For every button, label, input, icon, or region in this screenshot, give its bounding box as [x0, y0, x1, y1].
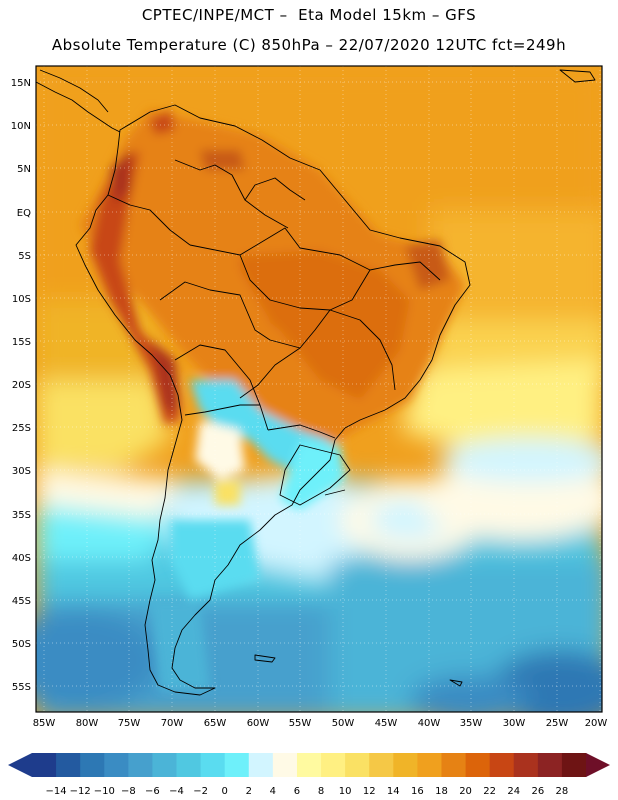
colorbar-tick-label: −6	[145, 786, 160, 797]
lat-label: 50S	[12, 639, 31, 650]
lon-label: 40W	[418, 718, 441, 729]
colorbar-labels: −14 −12 −10 −8 −6 −4 −2 0 2 4 6 8 10 12 14 16 18 20 22 24 26…	[46, 786, 569, 797]
lat-label: 10N	[11, 121, 31, 132]
longitude-axis: 85W 80W 75W 70W 65W 60W 55W 50W 45W 40W …	[33, 718, 608, 729]
colorbar-tick-label: 14	[387, 786, 400, 797]
colorbar-box	[272, 753, 298, 777]
colorbar-box	[152, 753, 177, 777]
colorbar-arrow-left	[8, 753, 32, 777]
lat-label: 45S	[12, 596, 31, 607]
coastlines-borders	[36, 69, 596, 696]
colorbar-tick-label: −10	[94, 786, 115, 797]
colorbar-tick-label: −8	[121, 786, 136, 797]
colorbar-tick-label: 20	[459, 786, 472, 797]
colorbar-box	[369, 753, 394, 777]
colorbar-box	[489, 753, 515, 777]
lat-label: 15S	[12, 337, 31, 348]
colorbar-box	[561, 753, 587, 777]
colorbar-tick-label: 28	[556, 786, 569, 797]
lon-label: 70W	[161, 718, 184, 729]
lon-label: 60W	[247, 718, 270, 729]
lon-label: 20W	[585, 718, 608, 729]
colorbar-box	[345, 753, 370, 777]
lat-label: 15N	[11, 78, 31, 89]
lat-label: 40S	[12, 553, 31, 564]
colorbar-box	[393, 753, 418, 777]
colorbar-tick-label: −12	[70, 786, 91, 797]
colorbar-tick-label: 6	[294, 786, 300, 797]
colorbar-box	[248, 753, 274, 777]
lon-label: 80W	[76, 718, 99, 729]
colorbar-box	[32, 753, 57, 777]
colorbar-tick-label: −2	[193, 786, 208, 797]
lon-label: 55W	[289, 718, 312, 729]
lon-label: 65W	[204, 718, 227, 729]
colorbar-box	[200, 753, 226, 777]
colorbar-box	[465, 753, 491, 777]
colorbar-tick-label: 12	[363, 786, 376, 797]
lat-label: 35S	[12, 510, 31, 521]
lat-label: 55S	[12, 682, 31, 693]
south-america-coastline	[75, 104, 471, 696]
colorbar-box	[417, 753, 442, 777]
colorbar-box	[513, 753, 539, 777]
map-title-line-1: CPTEC/INPE/MCT – Eta Model 15km – GFS	[141, 6, 477, 24]
lon-label: 25W	[546, 718, 569, 729]
colorbar-tick-label: 24	[507, 786, 520, 797]
central-america-coastline	[36, 81, 121, 133]
lat-label: 5S	[18, 251, 31, 262]
lon-label: 45W	[375, 718, 398, 729]
lat-label: 5N	[17, 164, 31, 175]
lon-label: 75W	[118, 718, 141, 729]
colorbar-tick-label: −4	[169, 786, 184, 797]
colorbar-boxes	[32, 753, 587, 777]
lon-label: 85W	[33, 718, 56, 729]
temperature-field	[36, 66, 602, 712]
colorbar-tick-label: 10	[339, 786, 352, 797]
colorbar-box	[56, 753, 81, 777]
colorbar-box	[321, 753, 346, 777]
colorbar-tick-label: 18	[435, 786, 448, 797]
colorbar-tick-label: 16	[411, 786, 424, 797]
colorbar-tick-label: 0	[222, 786, 228, 797]
colorbar-tick-label: 22	[483, 786, 496, 797]
colorbar-box	[80, 753, 105, 777]
colorbar-box	[128, 753, 153, 777]
colorbar-tick-label: 26	[531, 786, 544, 797]
lat-label: 10S	[12, 294, 31, 305]
map-frame	[35, 65, 603, 713]
colorbar-box	[176, 753, 202, 777]
latitude-axis: 15N 10N 5N EQ 5S 10S 15S 20S 25S 30S 35S…	[11, 78, 31, 693]
lon-label: 50W	[332, 718, 355, 729]
colorbar-box	[296, 753, 322, 777]
lat-label: EQ	[17, 208, 31, 219]
lat-label: 25S	[12, 423, 31, 434]
lat-label: 30S	[12, 466, 31, 477]
colorbar-tick-label: −14	[46, 786, 67, 797]
colorbar-box	[224, 753, 250, 777]
colorbar-box	[104, 753, 129, 777]
map-title-line-2: Absolute Temperature (C) 850hPa – 22/07/…	[51, 36, 567, 54]
colorbar-tick-label: 4	[270, 786, 276, 797]
lon-label: 35W	[460, 718, 483, 729]
colorbar-arrow-right	[586, 753, 610, 777]
colorbar-tick-label: 8	[318, 786, 324, 797]
colorbar-box	[441, 753, 466, 777]
brazil-border	[239, 227, 371, 399]
colorbar-box	[537, 753, 563, 777]
lon-label: 30W	[503, 718, 526, 729]
lat-label: 20S	[12, 380, 31, 391]
colorbar-tick-label: 2	[246, 786, 252, 797]
